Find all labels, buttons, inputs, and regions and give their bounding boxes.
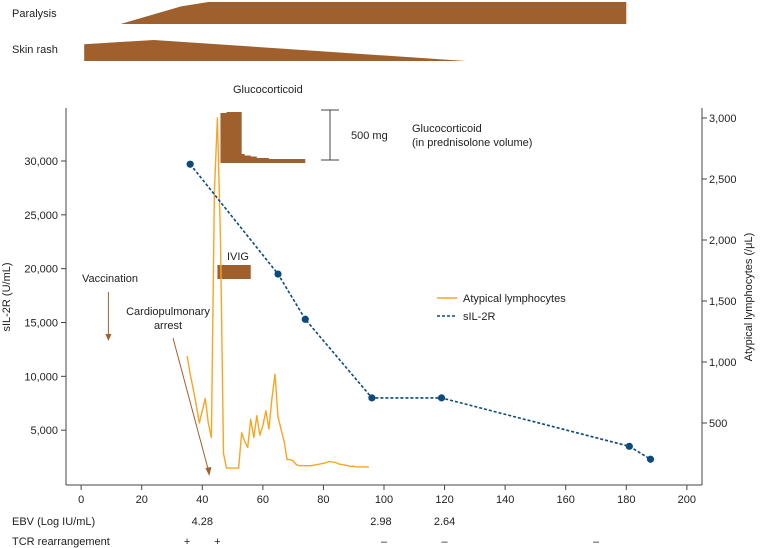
right-tick-label-2: 1,500: [709, 296, 737, 308]
series-point-1-5: [625, 442, 633, 450]
series-point-1-3: [368, 394, 376, 402]
right-tick-label-1: 1,000: [709, 357, 737, 369]
x-tick-label-5: 100: [375, 494, 393, 506]
bottom-row-label-0: EBV (Log IU/mL): [12, 516, 95, 528]
right-tick-label-5: 3,000: [709, 113, 737, 125]
series-group: [186, 117, 655, 469]
right-tick-label-3: 2,000: [709, 235, 737, 247]
bottom-row-value-0-2: 2.64: [434, 516, 455, 528]
left-tick-label-2: 15,000: [24, 318, 58, 330]
glucocorticoid-side-label-0: Glucocorticoid: [412, 123, 482, 135]
x-tick-label-1: 20: [136, 494, 148, 506]
vaccination-label: Vaccination: [82, 273, 138, 285]
series-point-1-0: [186, 160, 194, 168]
glucocorticoid-group: Glucocorticoid 500 mg Glucocorticoid (in pr…: [220, 84, 532, 163]
top-bar-label-0: Paralysis: [12, 8, 57, 20]
right-axis-label: Atypical lymphocytes (/μL): [743, 233, 755, 362]
bottom-row-value-1-1: +: [214, 536, 220, 548]
legend-label-0: Atypical lymphocytes: [463, 293, 566, 305]
series-line-0: [186, 117, 369, 469]
axes-group: 5,000 10,000 15,000 20,000 25,000 30,000 500 1,…: [1, 108, 755, 506]
bottom-row-value-0-0: 4.28: [192, 516, 213, 528]
bottom-row-value-1-2: –: [381, 536, 388, 548]
right-tick-label-4: 2,500: [709, 174, 737, 186]
x-tick-label-0: 0: [78, 494, 84, 506]
x-tick-label-7: 140: [496, 494, 514, 506]
cardiopulmonary-arrow-head: [205, 467, 212, 476]
series-point-1-4: [437, 394, 446, 402]
ivig-bar: [217, 265, 251, 279]
top-bar-0: [120, 2, 627, 24]
bottom-row-label-1: TCR rearrangement: [12, 536, 110, 548]
right-tick-label-0: 500: [709, 418, 727, 430]
series-point-1-6: [646, 455, 655, 463]
cardiopulmonary-arrow-line: [172, 337, 209, 471]
top-bar-1: [84, 40, 466, 61]
bottom-rows-group: EBV (Log IU/mL) 4.28 2.98 2.64 TCR rearrange…: [12, 516, 600, 548]
cardiopulmonary-label-0: Cardiopulmonary: [126, 306, 210, 318]
bottom-row-value-1-0: +: [184, 536, 190, 548]
top-bar-label-1: Skin rash: [12, 44, 58, 56]
bottom-row-value-1-4: –: [593, 536, 600, 548]
scale-bar-label: 500 mg: [351, 130, 388, 142]
glucocorticoid-bars: [220, 112, 306, 163]
series-point-1-2: [301, 315, 309, 323]
left-axis-label: sIL-2R (U/mL): [1, 262, 13, 331]
annotations-group: IVIG Vaccination Cardiopulmonary arrest: [82, 251, 251, 476]
legend-group: Atypical lymphocytes sIL-2R: [437, 293, 566, 323]
bottom-row-value-0-1: 2.98: [370, 516, 391, 528]
bottom-row-value-1-3: –: [442, 536, 449, 548]
ivig-label: IVIG: [227, 251, 249, 263]
left-tick-label-1: 10,000: [24, 371, 58, 383]
left-tick-label-0: 5,000: [30, 425, 58, 437]
series-line-1: [189, 163, 651, 460]
x-tick-label-8: 160: [557, 494, 575, 506]
x-tick-label-9: 180: [617, 494, 635, 506]
series-point-1-1: [274, 270, 282, 278]
x-tick-label-4: 80: [317, 494, 329, 506]
legend-label-1: sIL-2R: [463, 311, 495, 323]
x-tick-label-2: 40: [196, 494, 208, 506]
vaccination-arrow-head: [105, 334, 112, 341]
top-bars-group: Paralysis Skin rash: [12, 2, 627, 61]
glucocorticoid-side-label-1: (in prednisolone volume): [412, 137, 532, 149]
glucocorticoid-label: Glucocorticoid: [233, 84, 303, 96]
left-tick-label-4: 25,000: [24, 210, 58, 222]
x-tick-label-6: 120: [435, 494, 453, 506]
left-tick-label-5: 30,000: [24, 156, 58, 168]
x-tick-label-10: 200: [678, 494, 696, 506]
left-tick-label-3: 20,000: [24, 264, 58, 276]
cardiopulmonary-label-1: arrest: [154, 320, 182, 332]
x-tick-label-3: 60: [257, 494, 269, 506]
